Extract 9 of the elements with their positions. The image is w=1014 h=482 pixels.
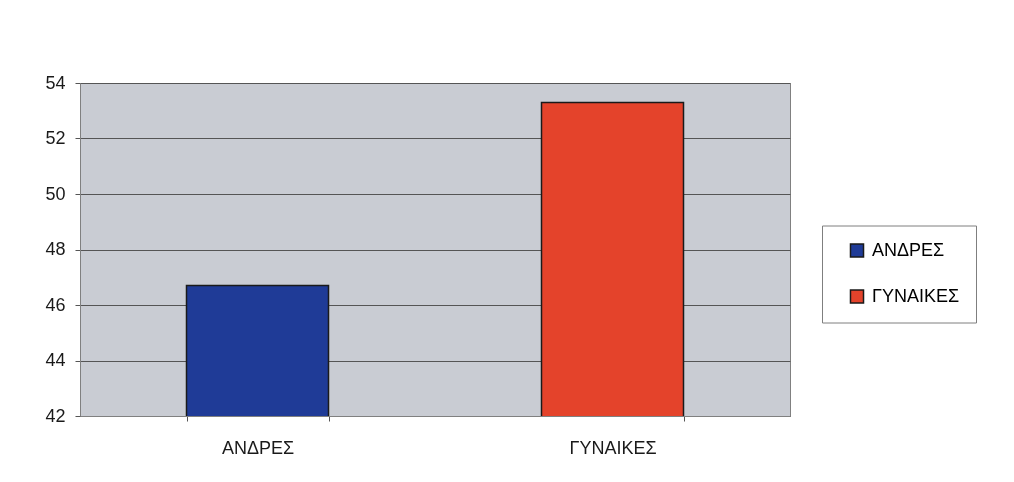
y-tick-label: 52: [45, 128, 66, 148]
y-tick-label: 50: [45, 183, 66, 204]
y-tick-label: 42: [45, 405, 66, 426]
legend-label: ΓΥΝΑΙΚΕΣ: [872, 285, 960, 306]
legend-label: ΑΝΔΡΕΣ: [872, 239, 945, 260]
y-tick-label: 48: [45, 239, 66, 259]
y-tick-label: 44: [45, 350, 66, 370]
y-tick-label: 54: [45, 72, 66, 93]
y-tick-label: 46: [45, 294, 66, 315]
